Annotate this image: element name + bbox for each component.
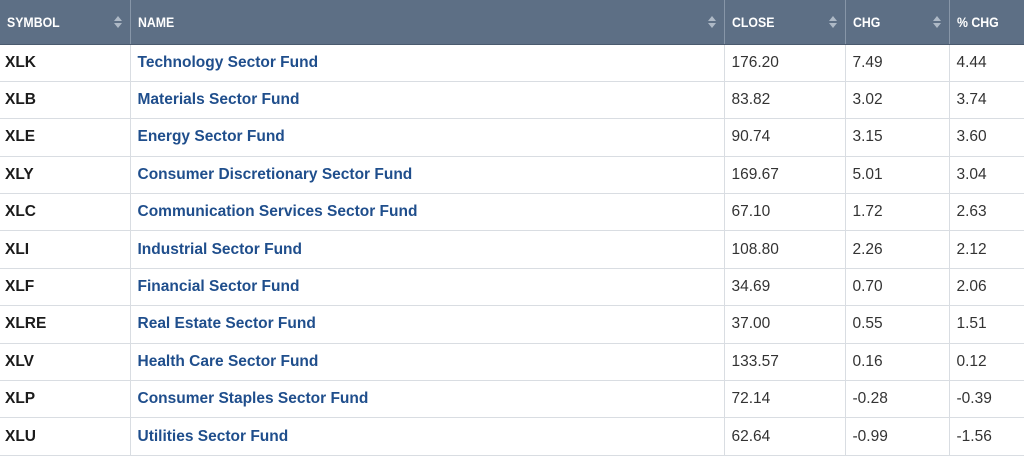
fund-name-link[interactable]: Energy Sector Fund: [137, 128, 285, 146]
cell-close: 37.00: [724, 305, 846, 344]
table-row[interactable]: XLF Financial Sector Fund 34.69 0.70 2.06: [0, 268, 1024, 307]
table-row[interactable]: XLB Materials Sector Fund 83.82 3.02 3.74: [0, 81, 1024, 120]
cell-symbol: XLK: [0, 44, 131, 82]
table-row[interactable]: XLY Consumer Discretionary Sector Fund 169…: [0, 156, 1024, 195]
cell-name: Consumer Staples Sector Fund: [130, 380, 725, 419]
column-header-label: NAME: [137, 13, 174, 30]
cell-chg: -0.28: [845, 380, 950, 419]
column-header-chg[interactable]: CHG: [845, 0, 950, 45]
cell-pct-chg: -0.39: [949, 380, 1024, 419]
cell-name: Industrial Sector Fund: [130, 230, 725, 269]
cell-pct-chg: 3.04: [949, 156, 1024, 195]
table-body: XLK Technology Sector Fund 176.20 7.49 4.44 X…: [0, 44, 1024, 456]
cell-chg: 0.16: [845, 343, 950, 382]
cell-pct-chg: 4.44: [949, 44, 1024, 82]
fund-name-link[interactable]: Health Care Sector Fund: [137, 352, 319, 370]
fund-name-link[interactable]: Financial Sector Fund: [137, 278, 300, 296]
sort-arrows-icon[interactable]: [932, 14, 941, 30]
cell-name: Health Care Sector Fund: [130, 343, 725, 382]
header-row: SYMBOL NAME CLOSE CHG % CHG: [0, 0, 1024, 45]
cell-symbol: XLB: [0, 81, 131, 120]
cell-name: Utilities Sector Fund: [130, 417, 725, 456]
cell-name: Materials Sector Fund: [130, 81, 725, 120]
table-row[interactable]: XLI Industrial Sector Fund 108.80 2.26 2.12: [0, 230, 1024, 269]
cell-chg: 2.26: [845, 230, 950, 269]
cell-close: 62.64: [724, 417, 846, 456]
cell-close: 67.10: [724, 193, 846, 232]
table-row[interactable]: XLU Utilities Sector Fund 62.64 -0.99 -1.56: [0, 417, 1024, 456]
cell-pct-chg: 0.12: [949, 343, 1024, 382]
table-row[interactable]: XLE Energy Sector Fund 90.74 3.15 3.60: [0, 118, 1024, 157]
column-header-symbol[interactable]: SYMBOL: [0, 0, 131, 45]
cell-pct-chg: 1.51: [949, 305, 1024, 344]
column-header-label: % CHG: [956, 13, 999, 30]
cell-name: Technology Sector Fund: [130, 44, 725, 82]
cell-symbol: XLP: [0, 380, 131, 419]
cell-pct-chg: 2.12: [949, 230, 1024, 269]
table-row[interactable]: XLP Consumer Staples Sector Fund 72.14 -0.2…: [0, 380, 1024, 419]
cell-symbol: XLF: [0, 268, 131, 307]
cell-symbol: XLC: [0, 193, 131, 232]
column-header-label: SYMBOL: [7, 13, 60, 30]
table-header: SYMBOL NAME CLOSE CHG % CHG: [0, 0, 1024, 45]
cell-pct-chg: 3.74: [949, 81, 1024, 120]
cell-pct-chg: 3.60: [949, 118, 1024, 157]
cell-symbol: XLRE: [0, 305, 131, 344]
column-header-pct-chg[interactable]: % CHG: [949, 0, 1024, 45]
cell-close: 90.74: [724, 118, 846, 157]
fund-name-link[interactable]: Consumer Discretionary Sector Fund: [137, 165, 413, 183]
sort-arrows-icon[interactable]: [828, 14, 837, 30]
cell-close: 176.20: [724, 44, 846, 82]
cell-chg: 0.70: [845, 268, 950, 307]
cell-pct-chg: 2.63: [949, 193, 1024, 232]
fund-name-link[interactable]: Industrial Sector Fund: [137, 240, 302, 258]
table-row[interactable]: XLK Technology Sector Fund 176.20 7.49 4.44: [0, 44, 1024, 82]
cell-name: Consumer Discretionary Sector Fund: [130, 156, 725, 195]
cell-chg: 1.72: [845, 193, 950, 232]
fund-name-link[interactable]: Consumer Staples Sector Fund: [137, 390, 369, 408]
sort-arrows-icon[interactable]: [707, 14, 716, 30]
cell-name: Real Estate Sector Fund: [130, 305, 725, 344]
cell-close: 133.57: [724, 343, 846, 382]
cell-chg: 7.49: [845, 44, 950, 82]
cell-chg: -0.99: [845, 417, 950, 456]
fund-name-link[interactable]: Technology Sector Fund: [137, 53, 319, 71]
column-header-close[interactable]: CLOSE: [724, 0, 846, 45]
cell-close: 83.82: [724, 81, 846, 120]
cell-close: 72.14: [724, 380, 846, 419]
cell-close: 34.69: [724, 268, 846, 307]
column-header-label: CHG: [852, 13, 880, 30]
fund-name-link[interactable]: Communication Services Sector Fund: [137, 203, 418, 221]
fund-name-link[interactable]: Materials Sector Fund: [137, 91, 300, 109]
cell-chg: 5.01: [845, 156, 950, 195]
cell-symbol: XLI: [0, 230, 131, 269]
cell-symbol: XLY: [0, 156, 131, 195]
cell-close: 169.67: [724, 156, 846, 195]
cell-chg: 3.02: [845, 81, 950, 120]
cell-name: Communication Services Sector Fund: [130, 193, 725, 232]
sort-arrows-icon[interactable]: [113, 14, 122, 30]
cell-chg: 0.55: [845, 305, 950, 344]
table-row[interactable]: XLRE Real Estate Sector Fund 37.00 0.55 1.51: [0, 305, 1024, 344]
cell-name: Energy Sector Fund: [130, 118, 725, 157]
column-header-label: CLOSE: [731, 13, 774, 30]
table-row[interactable]: XLV Health Care Sector Fund 133.57 0.16 0.12: [0, 343, 1024, 382]
table-row[interactable]: XLC Communication Services Sector Fund 67.…: [0, 193, 1024, 232]
cell-symbol: XLU: [0, 417, 131, 456]
cell-symbol: XLV: [0, 343, 131, 382]
cell-pct-chg: 2.06: [949, 268, 1024, 307]
cell-name: Financial Sector Fund: [130, 268, 725, 307]
column-header-name[interactable]: NAME: [130, 0, 725, 45]
cell-symbol: XLE: [0, 118, 131, 157]
cell-pct-chg: -1.56: [949, 417, 1024, 456]
fund-name-link[interactable]: Utilities Sector Fund: [137, 427, 289, 445]
cell-chg: 3.15: [845, 118, 950, 157]
cell-close: 108.80: [724, 230, 846, 269]
fund-name-link[interactable]: Real Estate Sector Fund: [137, 315, 316, 333]
